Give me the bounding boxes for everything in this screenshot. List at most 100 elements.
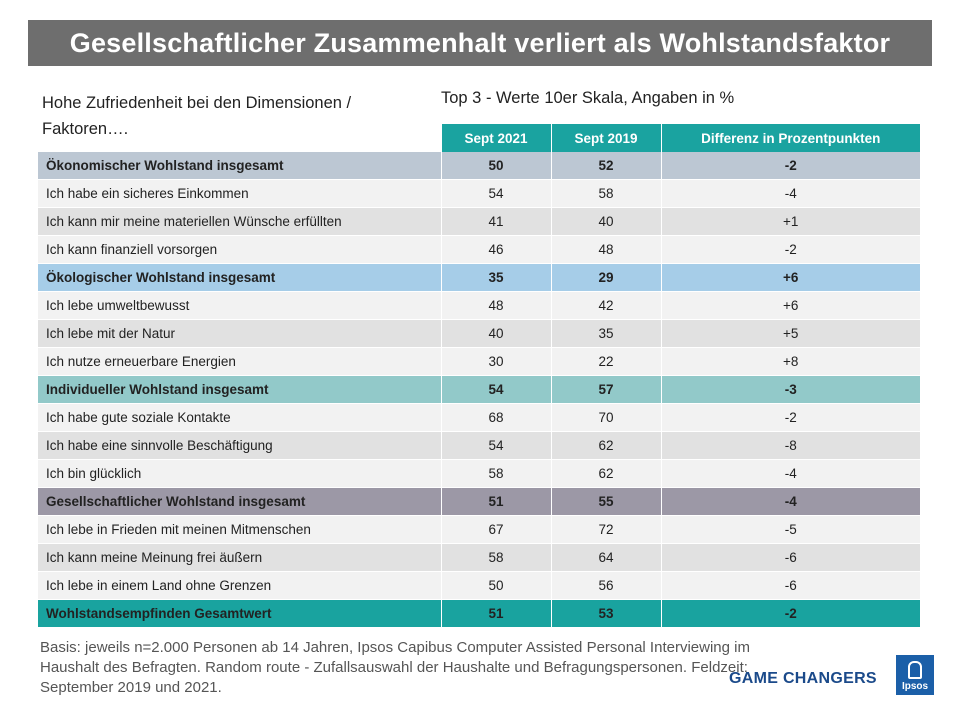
value-difference: -5 (660, 515, 920, 544)
value-sept-2019: 62 (550, 431, 661, 460)
table-row-category-ecological: Ökologischer Wohlstand insgesamt 35 29 +6 (38, 263, 920, 292)
table-row: Ich lebe in Frieden mit meinen Mitmensch… (38, 515, 920, 544)
row-label: Ich lebe in einem Land ohne Grenzen (38, 571, 441, 600)
table-row: Ich kann mir meine materiellen Wünsche e… (38, 207, 920, 236)
row-label: Ich bin glücklich (38, 459, 441, 488)
table-body: Ökonomischer Wohlstand insgesamt 50 52 -2 Ic… (38, 152, 920, 628)
value-difference: -4 (660, 179, 920, 208)
column-header-sept-2019: Sept 2019 (550, 124, 661, 152)
value-difference: -3 (660, 375, 920, 404)
table-row-category-social: Gesellschaftlicher Wohlstand insgesamt 51… (38, 487, 920, 516)
value-sept-2021: 40 (440, 319, 551, 348)
value-sept-2021: 51 (440, 487, 551, 516)
table-row: Ich bin glücklich 58 62 -4 (38, 459, 920, 488)
value-sept-2021: 50 (440, 571, 551, 600)
value-sept-2021: 54 (440, 179, 551, 208)
row-label: Ökonomischer Wohlstand insgesamt (38, 152, 441, 180)
table-row-category-total: Wohlstandsempfinden Gesamtwert 51 53 -2 (38, 599, 920, 628)
value-sept-2019: 53 (550, 599, 661, 628)
value-sept-2019: 58 (550, 179, 661, 208)
table-row: Ich kann meine Meinung frei äußern 58 64 -6 (38, 543, 920, 572)
table-row: Ich lebe mit der Natur 40 35 +5 (38, 319, 920, 348)
value-difference: +8 (660, 347, 920, 376)
value-difference: -4 (660, 459, 920, 488)
value-sept-2019: 52 (550, 152, 661, 180)
value-difference: -4 (660, 487, 920, 516)
row-label: Ich nutze erneuerbare Energien (38, 347, 441, 376)
value-sept-2021: 67 (440, 515, 551, 544)
value-difference: -2 (660, 235, 920, 264)
table-row: Ich nutze erneuerbare Energien 30 22 +8 (38, 347, 920, 376)
value-sept-2019: 35 (550, 319, 661, 348)
row-label: Ich lebe in Frieden mit meinen Mitmensch… (38, 515, 441, 544)
value-sept-2021: 46 (440, 235, 551, 264)
value-difference: +6 (660, 291, 920, 320)
value-sept-2019: 62 (550, 459, 661, 488)
page-title: Gesellschaftlicher Zusammenhalt verliert… (28, 20, 932, 66)
value-sept-2019: 64 (550, 543, 661, 572)
table-row: Ich habe eine sinnvolle Beschäftigung 54 6… (38, 431, 920, 460)
brand-tagline: GAME CHANGERS (729, 670, 877, 687)
subtitle-right: Top 3 - Werte 10er Skala, Angaben in % (441, 89, 735, 107)
value-sept-2021: 54 (440, 431, 551, 460)
column-header-difference: Differenz in Prozentpunkten (660, 124, 920, 152)
header-blank-cell (38, 124, 441, 152)
row-label: Gesellschaftlicher Wohlstand insgesamt (38, 487, 441, 516)
row-label: Ich habe ein sicheres Einkommen (38, 179, 441, 208)
row-label: Ich lebe mit der Natur (38, 319, 441, 348)
value-difference: -2 (660, 599, 920, 628)
table-row-category-economic: Ökonomischer Wohlstand insgesamt 50 52 -2 (38, 152, 920, 180)
row-label: Wohlstandsempfinden Gesamtwert (38, 599, 441, 628)
value-difference: -2 (660, 152, 920, 180)
table-row: Ich lebe umweltbewusst 48 42 +6 (38, 291, 920, 320)
row-label: Ökologischer Wohlstand insgesamt (38, 263, 441, 292)
value-difference: -8 (660, 431, 920, 460)
value-difference: -6 (660, 571, 920, 600)
table-header-row: Sept 2021 Sept 2019 Differenz in Prozent… (38, 124, 920, 152)
footnote: Basis: jeweils n=2.000 Personen ab 14 Ja… (40, 639, 750, 696)
value-sept-2021: 50 (440, 152, 551, 180)
value-difference: +5 (660, 319, 920, 348)
value-sept-2021: 35 (440, 263, 551, 292)
value-sept-2019: 48 (550, 235, 661, 264)
table-row: Ich lebe in einem Land ohne Grenzen 50 56-… (38, 571, 920, 600)
logo-text: Ipsos (901, 681, 929, 692)
value-sept-2021: 48 (440, 291, 551, 320)
value-sept-2019: 22 (550, 347, 661, 376)
subtitle-left: Hohe Zufriedenheit bei den Dimensionen /… (42, 94, 352, 138)
row-label: Ich habe gute soziale Kontakte (38, 403, 441, 432)
row-label: Ich kann mir meine materiellen Wünsche e… (38, 207, 441, 236)
value-sept-2021: 51 (440, 599, 551, 628)
table-row: Ich habe gute soziale Kontakte 68 70 -2 (38, 403, 920, 432)
row-label: Ich kann finanziell vorsorgen (38, 235, 441, 264)
value-difference: +6 (660, 263, 920, 292)
row-label: Ich kann meine Meinung frei äußern (38, 543, 441, 572)
column-header-sept-2021: Sept 2021 (440, 124, 551, 152)
value-sept-2021: 58 (440, 459, 551, 488)
value-sept-2019: 70 (550, 403, 661, 432)
value-sept-2021: 54 (440, 375, 551, 404)
value-difference: +1 (660, 207, 920, 236)
value-difference: -6 (660, 543, 920, 572)
value-sept-2019: 40 (550, 207, 661, 236)
ipsos-logo: Ipsos (896, 655, 934, 695)
results-table: Sept 2021 Sept 2019 Differenz in Prozent… (38, 124, 920, 628)
table-row: Ich habe ein sicheres Einkommen 54 58 -4 (38, 179, 920, 208)
value-sept-2021: 68 (440, 403, 551, 432)
value-sept-2019: 57 (550, 375, 661, 404)
logo-mark-icon (908, 661, 922, 679)
row-label: Individueller Wohlstand insgesamt (38, 375, 441, 404)
value-difference: -2 (660, 403, 920, 432)
row-label: Ich lebe umweltbewusst (38, 291, 441, 320)
value-sept-2021: 41 (440, 207, 551, 236)
value-sept-2019: 55 (550, 487, 661, 516)
value-sept-2021: 58 (440, 543, 551, 572)
value-sept-2019: 72 (550, 515, 661, 544)
value-sept-2019: 56 (550, 571, 661, 600)
value-sept-2019: 29 (550, 263, 661, 292)
table-row: Ich kann finanziell vorsorgen 46 48 -2 (38, 235, 920, 264)
value-sept-2021: 30 (440, 347, 551, 376)
table-row-category-individual: Individueller Wohlstand insgesamt 54 57 -3 (38, 375, 920, 404)
value-sept-2019: 42 (550, 291, 661, 320)
row-label: Ich habe eine sinnvolle Beschäftigung (38, 431, 441, 460)
